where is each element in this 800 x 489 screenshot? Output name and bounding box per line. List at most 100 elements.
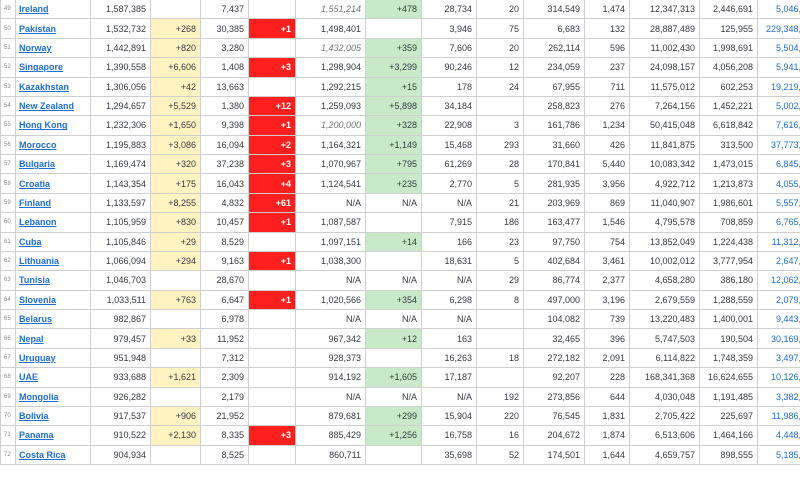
population-link[interactable]: 10,126,007 <box>770 372 800 383</box>
total-cases-cell: 1,442,891 <box>90 37 151 59</box>
new-cases-cell: +175 <box>150 173 201 194</box>
total-recovered-cell: N/A <box>295 308 366 330</box>
country-link[interactable]: Belarus <box>19 314 53 325</box>
active-cases-cell: 178 <box>421 76 477 97</box>
country-cell: Costa Rica <box>15 444 91 466</box>
population-link[interactable]: 5,002,100 <box>775 101 800 112</box>
population-link[interactable]: 3,382,375 <box>775 391 800 402</box>
new-recovered-cell: +5,898 <box>365 95 422 117</box>
total-recovered-cell: 879,681 <box>295 405 366 427</box>
serious-critical-cell: 20 <box>476 37 524 59</box>
country-link[interactable]: Costa Rica <box>19 449 66 460</box>
country-link[interactable]: Hong Kong <box>19 120 68 131</box>
population-link[interactable]: 5,941,056 <box>775 62 800 73</box>
new-deaths-cell <box>248 367 296 388</box>
serious-critical-cell: 28 <box>476 153 524 175</box>
new-cases-cell: +29 <box>150 231 201 252</box>
country-link[interactable]: Pakistan <box>19 23 57 34</box>
new-deaths-cell <box>248 37 296 59</box>
table-row: 55 Hong Kong 1,232,306 +1,650 9,398 +1 1,200,0… <box>0 115 800 136</box>
total-deaths-cell: 30,385 <box>200 18 249 39</box>
deaths-per-million-cell: 5,440 <box>584 153 630 175</box>
cases-per-million-cell: 67,955 <box>523 76 585 97</box>
country-link[interactable]: Slovenia <box>19 294 57 305</box>
population-link[interactable]: 11,986,960 <box>771 411 800 422</box>
population-link[interactable]: 5,557,688 <box>775 197 800 208</box>
country-link[interactable]: Tunisia <box>19 275 50 286</box>
country-cell: Lithuania <box>15 250 91 272</box>
country-link[interactable]: Morocco <box>19 139 57 150</box>
cases-per-million-cell: 6,683 <box>523 18 585 39</box>
serious-critical-cell: 220 <box>476 405 524 427</box>
country-link[interactable]: Cuba <box>19 236 42 247</box>
total-deaths-cell: 8,335 <box>200 425 249 446</box>
country-link[interactable]: Bolivia <box>19 411 49 422</box>
population-link[interactable]: 6,765,207 <box>775 217 800 228</box>
population-link[interactable]: 11,312,989 <box>771 236 800 247</box>
tests-per-million-cell: 313,500 <box>699 134 758 156</box>
new-recovered-cell <box>365 444 422 466</box>
table-row: 54 New Zealand 1,294,657 +5,529 1,380 +12 1,25… <box>0 95 800 117</box>
cases-per-million-cell: 281,935 <box>523 173 585 194</box>
country-link[interactable]: New Zealand <box>19 101 75 112</box>
total-deaths-cell: 2,309 <box>200 367 249 388</box>
total-deaths-cell: 4,832 <box>200 192 249 214</box>
new-cases-cell <box>150 0 201 20</box>
country-link[interactable]: Finland <box>19 197 51 208</box>
country-link[interactable]: Lebanon <box>19 217 57 228</box>
country-link[interactable]: Panama <box>19 430 54 441</box>
cases-per-million-cell: 76,545 <box>523 405 585 427</box>
new-recovered-cell: +1,605 <box>365 367 422 388</box>
table-row: 50 Pakistan 1,532,732 +268 30,385 +1 1,498,401… <box>0 18 800 39</box>
population-link[interactable]: 5,046,535 <box>775 4 800 15</box>
country-link[interactable]: Croatia <box>19 178 51 189</box>
total-cases-cell: 917,537 <box>90 405 151 427</box>
tests-per-million-cell: 1,224,438 <box>699 231 758 252</box>
new-cases-cell: +8,255 <box>150 192 201 214</box>
population-link[interactable]: 229,348,322 <box>765 23 800 34</box>
country-link[interactable]: Uruguay <box>19 352 56 363</box>
population-link[interactable]: 2,079,501 <box>775 294 800 305</box>
population-link[interactable]: 9,443,196 <box>775 314 800 325</box>
serious-critical-cell: 20 <box>476 0 524 20</box>
country-link[interactable]: Bulgaria <box>19 159 56 170</box>
population-link[interactable]: 37,773,138 <box>770 139 800 150</box>
country-cell: Kazakhstan <box>15 76 91 97</box>
cases-per-million-cell: 86,774 <box>523 270 585 291</box>
population-link[interactable]: 2,647,468 <box>775 256 800 267</box>
serious-critical-cell: 75 <box>476 18 524 39</box>
population-link[interactable]: 7,616,899 <box>775 120 800 131</box>
total-deaths-cell: 16,094 <box>200 134 249 156</box>
serious-critical-cell: 186 <box>476 212 524 233</box>
country-link[interactable]: Singapore <box>19 62 64 73</box>
total-recovered-cell: 885,429 <box>295 425 366 446</box>
population-link[interactable]: 5,185,832 <box>775 449 800 460</box>
deaths-per-million-cell: 596 <box>584 37 630 59</box>
population-cell: 5,046,535 <box>757 0 800 20</box>
population-link[interactable]: 4,055,378 <box>775 178 800 189</box>
country-link[interactable]: Mongolia <box>19 391 59 402</box>
total-tests-cell: 168,341,368 <box>629 367 700 388</box>
country-link[interactable]: UAE <box>19 372 39 383</box>
population-link[interactable]: 5,504,818 <box>775 42 800 53</box>
country-link[interactable]: Ireland <box>19 4 49 15</box>
population-link[interactable]: 6,845,376 <box>775 159 800 170</box>
population-link[interactable]: 4,448,681 <box>775 430 800 441</box>
population-link[interactable]: 30,169,996 <box>770 333 800 344</box>
country-link[interactable]: Nepal <box>19 333 44 344</box>
population-link[interactable]: 3,497,463 <box>775 352 800 363</box>
country-link[interactable]: Kazakhstan <box>19 81 70 92</box>
population-link[interactable]: 19,219,526 <box>770 81 800 92</box>
active-cases-cell: 15,468 <box>421 134 477 156</box>
active-cases-cell: 15,904 <box>421 405 477 427</box>
new-recovered-cell <box>365 18 422 39</box>
country-link[interactable]: Norway <box>19 42 52 53</box>
country-link[interactable]: Lithuania <box>19 256 59 267</box>
total-cases-cell: 1,532,732 <box>90 18 151 39</box>
total-recovered-cell: 1,551,214 <box>295 0 366 20</box>
population-link[interactable]: 12,062,443 <box>770 275 800 286</box>
row-number-cell: 70 <box>0 405 16 427</box>
total-deaths-cell: 1,408 <box>200 57 249 78</box>
tests-per-million-cell: 1,748,359 <box>699 347 758 369</box>
country-cell: Singapore <box>15 57 91 78</box>
